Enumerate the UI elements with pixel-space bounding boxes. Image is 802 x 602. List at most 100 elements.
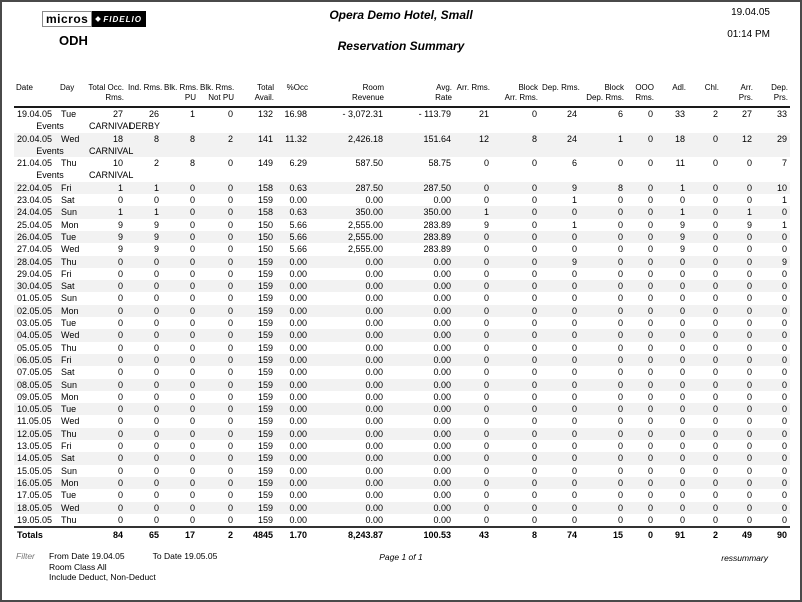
cell-dep_prs: 0 <box>781 318 787 329</box>
cell-block_arr_rms: 0 <box>531 231 537 242</box>
event-name: CARNIVAL <box>89 170 134 181</box>
cell-day: Sat <box>61 453 75 464</box>
cell-adl: 9 <box>679 231 685 242</box>
cell-day: Sat <box>61 195 75 206</box>
cell-ooo_rms: 0 <box>647 465 653 476</box>
cell-total_occ_rms: 0 <box>117 293 123 304</box>
cell-blk_rms_not_pu: 0 <box>227 342 233 353</box>
cell-date: 29.04.05 <box>17 268 53 279</box>
cell-block_arr_rms: 0 <box>531 490 537 501</box>
cell-pct_occ: 5.66 <box>289 219 307 230</box>
cell-chl: 0 <box>712 182 718 193</box>
cell-avg_rate: 0.00 <box>433 441 451 452</box>
cell-dep_prs: 0 <box>781 490 787 501</box>
cell-avg_rate: 0.00 <box>433 502 451 513</box>
cell-ooo_rms: 0 <box>647 404 653 415</box>
cell-block_dep_rms: 8 <box>617 182 623 193</box>
column-header-day: Day <box>58 82 86 108</box>
cell-arr_prs: 0 <box>746 367 752 378</box>
cell-date: 26.04.05 <box>17 231 53 242</box>
cell-arr_prs: 0 <box>746 182 752 193</box>
events-label: Events <box>36 170 64 181</box>
cell-block_dep_rms: 0 <box>617 219 623 230</box>
table-row: 19.05.05 Thu 0 0 0 0 159 0.00 0.00 0.00 0 0 0 0 0 0 0 0 0 <box>14 514 790 527</box>
cell-arr_rms: 0 <box>483 158 489 169</box>
cell-chl: 0 <box>712 207 718 218</box>
cell-blk_rms_pu: 0 <box>189 195 195 206</box>
cell-chl: 0 <box>712 293 718 304</box>
cell-day: Wed <box>61 330 80 341</box>
cell-room_revenue: 0.00 <box>365 293 383 304</box>
column-header-line2: Prs. <box>773 93 788 102</box>
cell-adl: 0 <box>679 416 685 427</box>
cell-avg_rate: 0.00 <box>433 195 451 206</box>
cell-avg_rate: 283.89 <box>423 219 451 230</box>
cell-block_arr_rms: 0 <box>531 109 537 119</box>
column-header-room_revenue: Room Revenue <box>310 82 386 108</box>
cell-total_avail: 159 <box>257 342 273 353</box>
table-row: 30.04.05 Sat 0 0 0 0 159 0.00 0.00 0.00 0 0 0 0 0 0 0 0 0 <box>14 280 790 293</box>
column-header-adl: Adl. <box>656 82 688 108</box>
cell-blk_rms_not_pu: 0 <box>227 416 233 427</box>
cell-total_avail: 159 <box>257 318 273 329</box>
cell-blk_rms_not_pu: 0 <box>227 158 233 169</box>
cell-adl: 0 <box>679 404 685 415</box>
cell-ind_rms: 0 <box>153 404 159 415</box>
cell-day: Sun <box>61 293 78 304</box>
table-row: 29.04.05 Fri 0 0 0 0 159 0.00 0.00 0.00 0 0 0 0 0 0 0 0 0 <box>14 268 790 280</box>
cell-chl: 0 <box>712 416 718 427</box>
cell-date: 06.05.05 <box>17 354 53 365</box>
total-arr_rms: 43 <box>454 526 492 544</box>
cell-date: 09.05.05 <box>17 391 53 402</box>
cell-total_avail: 159 <box>257 379 273 390</box>
cell-total_avail: 150 <box>257 219 273 230</box>
cell-arr_prs: 0 <box>746 428 752 439</box>
table-row: 05.05.05 Thu 0 0 0 0 159 0.00 0.00 0.00 0 0 0 0 0 0 0 0 0 <box>14 342 790 354</box>
cell-blk_rms_not_pu: 0 <box>227 514 233 525</box>
cell-ind_rms: 9 <box>153 231 159 242</box>
cell-total_occ_rms: 0 <box>117 428 123 439</box>
cell-date: 19.05.05 <box>17 514 53 525</box>
cell-ind_rms: 0 <box>153 318 159 329</box>
cell-ooo_rms: 0 <box>647 514 653 525</box>
total-blk_rms_not_pu: 2 <box>198 526 236 544</box>
cell-ind_rms: 0 <box>153 391 159 402</box>
cell-avg_rate: 0.00 <box>433 268 451 279</box>
cell-total_avail: 159 <box>257 502 273 513</box>
cell-date: 15.05.05 <box>17 465 53 476</box>
cell-block_arr_rms: 0 <box>531 182 537 193</box>
cell-ind_rms: 9 <box>153 244 159 255</box>
cell-pct_occ: 0.00 <box>289 256 307 267</box>
column-header-block_arr_rms: Block Arr. Rms. <box>492 82 540 108</box>
cell-chl: 0 <box>712 490 718 501</box>
cell-dep_rms: 0 <box>571 354 577 365</box>
cell-ind_rms: 0 <box>153 367 159 378</box>
cell-blk_rms_not_pu: 0 <box>227 195 233 206</box>
cell-blk_rms_not_pu: 0 <box>227 305 233 316</box>
cell-block_arr_rms: 0 <box>531 318 537 329</box>
cell-dep_prs: 0 <box>781 453 787 464</box>
cell-ind_rms: 0 <box>153 281 159 292</box>
cell-blk_rms_not_pu: 0 <box>227 367 233 378</box>
cell-dep_prs: 33 <box>776 109 787 119</box>
cell-avg_rate: 0.00 <box>433 404 451 415</box>
cell-dep_prs: 0 <box>781 404 787 415</box>
cell-ooo_rms: 0 <box>647 367 653 378</box>
cell-pct_occ: 0.00 <box>289 330 307 341</box>
column-header-avg_rate: Avg. Rate <box>386 82 454 108</box>
cell-chl: 0 <box>712 441 718 452</box>
cell-total_occ_rms: 0 <box>117 404 123 415</box>
cell-total_avail: 159 <box>257 256 273 267</box>
cell-ooo_rms: 0 <box>647 158 653 169</box>
cell-dep_rms: 0 <box>571 379 577 390</box>
cell-room_revenue: 2,555.00 <box>347 219 383 230</box>
cell-pct_occ: 0.00 <box>289 318 307 329</box>
cell-arr_rms: 0 <box>483 453 489 464</box>
table-body: 19.04.05 Tue 27 26 1 0 132 16.98- 3,072.31- 113… <box>14 107 790 527</box>
cell-dep_rms: 0 <box>571 281 577 292</box>
cell-block_arr_rms: 0 <box>531 441 537 452</box>
cell-dep_prs: 0 <box>781 502 787 513</box>
table-row: 17.05.05 Tue 0 0 0 0 159 0.00 0.00 0.00 0 0 0 0 0 0 0 0 0 <box>14 489 790 501</box>
cell-date: 18.05.05 <box>17 502 53 513</box>
cell-date: 27.04.05 <box>17 244 53 255</box>
